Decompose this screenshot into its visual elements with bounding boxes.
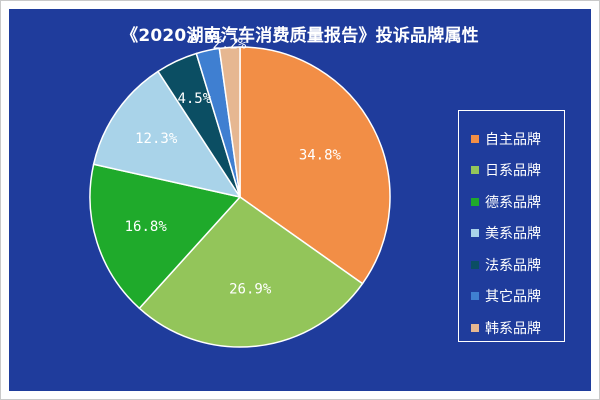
legend-swatch xyxy=(471,166,479,175)
legend-label: 其它品牌 xyxy=(485,289,541,306)
legend-swatch xyxy=(471,134,479,143)
legend-swatch xyxy=(471,323,479,332)
pie-slice xyxy=(239,46,391,285)
slice-data-label: 26.9% xyxy=(229,281,272,297)
legend-label: 自主品牌 xyxy=(485,131,541,148)
legend-label: 韩系品牌 xyxy=(485,320,541,337)
legend-item: 其它品牌 xyxy=(471,281,564,313)
legend-label: 日系品牌 xyxy=(485,163,541,180)
legend-swatch xyxy=(471,197,479,206)
legend-label: 法系品牌 xyxy=(485,257,541,274)
legend: 自主品牌 日系品牌 德系品牌 美系品牌 法系品牌 其它品牌 xyxy=(458,110,565,342)
pie-slice xyxy=(138,196,364,348)
slice-data-label: 16.8% xyxy=(125,219,168,235)
legend-item: 德系品牌 xyxy=(471,186,564,218)
slice-data-label: 2.5% xyxy=(188,31,222,47)
slice-data-label: 12.3% xyxy=(135,131,178,147)
pie-labels: 34.8% 26.9% 16.8% 12.3% 4.5% 2.5%2.2% xyxy=(125,31,342,298)
slice-data-label: 34.8% xyxy=(299,148,342,164)
slice-data-label: 2.2% xyxy=(213,36,247,52)
legend-item: 韩系品牌 xyxy=(471,312,564,344)
legend-label: 德系品牌 xyxy=(485,194,541,211)
legend-item: 法系品牌 xyxy=(471,249,564,281)
legend-swatch xyxy=(471,260,479,269)
pie-slice xyxy=(89,163,241,310)
legend-swatch xyxy=(471,292,479,301)
pie-slice xyxy=(92,70,241,198)
slice-data-label: 4.5% xyxy=(177,91,211,107)
legend-item: 日系品牌 xyxy=(471,155,564,187)
legend-swatch xyxy=(471,229,479,238)
legend-item: 自主品牌 xyxy=(471,123,564,155)
legend-item: 美系品牌 xyxy=(471,218,564,250)
chart-panel: 《2020湖南汽车消费质量报告》投诉品牌属性 34.8% 26.9% 16.8% 12… xyxy=(9,9,591,391)
pie-slices xyxy=(89,46,391,348)
pie-slice xyxy=(218,46,241,198)
chart-title: 《2020湖南汽车消费质量报告》投诉品牌属性 xyxy=(121,26,479,46)
pie-chart: 34.8% 26.9% 16.8% 12.3% 4.5% 2.5%2.2% xyxy=(89,31,391,348)
legend-label: 美系品牌 xyxy=(485,226,541,243)
